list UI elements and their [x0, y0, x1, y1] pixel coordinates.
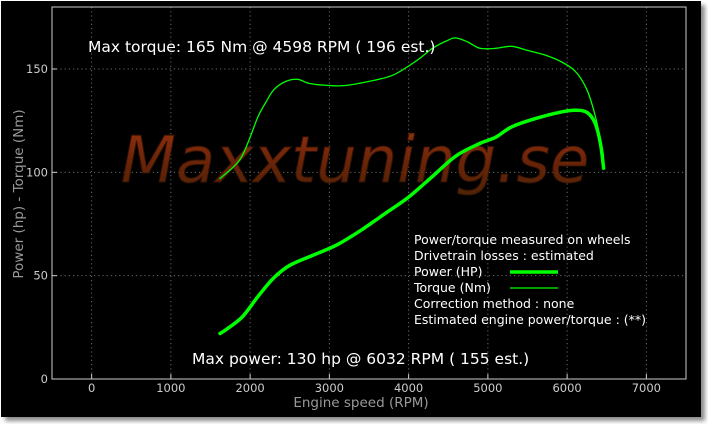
y-tick-label: 150	[26, 62, 48, 76]
x-tick-label: 7000	[632, 381, 661, 395]
y-axis-label: Power (hp) - Torque (Nm)	[11, 109, 27, 278]
series	[218, 37, 606, 336]
x-tick-label: 4000	[394, 381, 423, 395]
legend-line-measured: Power/torque measured on wheels	[414, 232, 630, 247]
grid	[52, 7, 686, 379]
x-tick-label: 5000	[473, 381, 502, 395]
legend-line-correction: Correction method : none	[414, 296, 575, 311]
axis-ticks: 0 1000 2000 3000 4000 5000 6000 7000 0 50 100 150	[26, 62, 661, 395]
x-tick-label: 1000	[156, 381, 185, 395]
x-tick-label: 2000	[235, 381, 264, 395]
y-tick-label: 0	[41, 372, 48, 386]
x-axis-label: Engine speed (RPM)	[293, 395, 428, 411]
series-line-power-hp	[218, 108, 606, 336]
y-tick-label: 100	[26, 165, 48, 179]
x-tick-label: 3000	[315, 381, 344, 395]
legend-line-drivetrain: Drivetrain losses : estimated	[414, 248, 594, 263]
legend-line-estimated: Estimated engine power/torque : (**)	[414, 312, 646, 327]
max-power-annotation: Max power: 130 hp @ 6032 RPM ( 155 est.)	[192, 350, 529, 368]
x-tick-label: 6000	[552, 381, 581, 395]
watermark-logo: Maxxtuning.se	[121, 124, 589, 198]
max-torque-annotation: Max torque: 165 Nm @ 4598 RPM ( 196 est.…	[88, 38, 435, 56]
y-tick-label: 50	[33, 269, 48, 283]
legend-entry-torque: Torque (Nm)	[413, 280, 491, 295]
series-line-torque-nm	[219, 37, 605, 180]
legend-entry-power: Power (HP)	[414, 264, 482, 279]
plot-frame	[51, 6, 687, 380]
legend: Power/torque measured on wheels Drivetra…	[413, 232, 646, 327]
chart-background	[1, 1, 701, 417]
x-tick-label: 0	[88, 381, 95, 395]
